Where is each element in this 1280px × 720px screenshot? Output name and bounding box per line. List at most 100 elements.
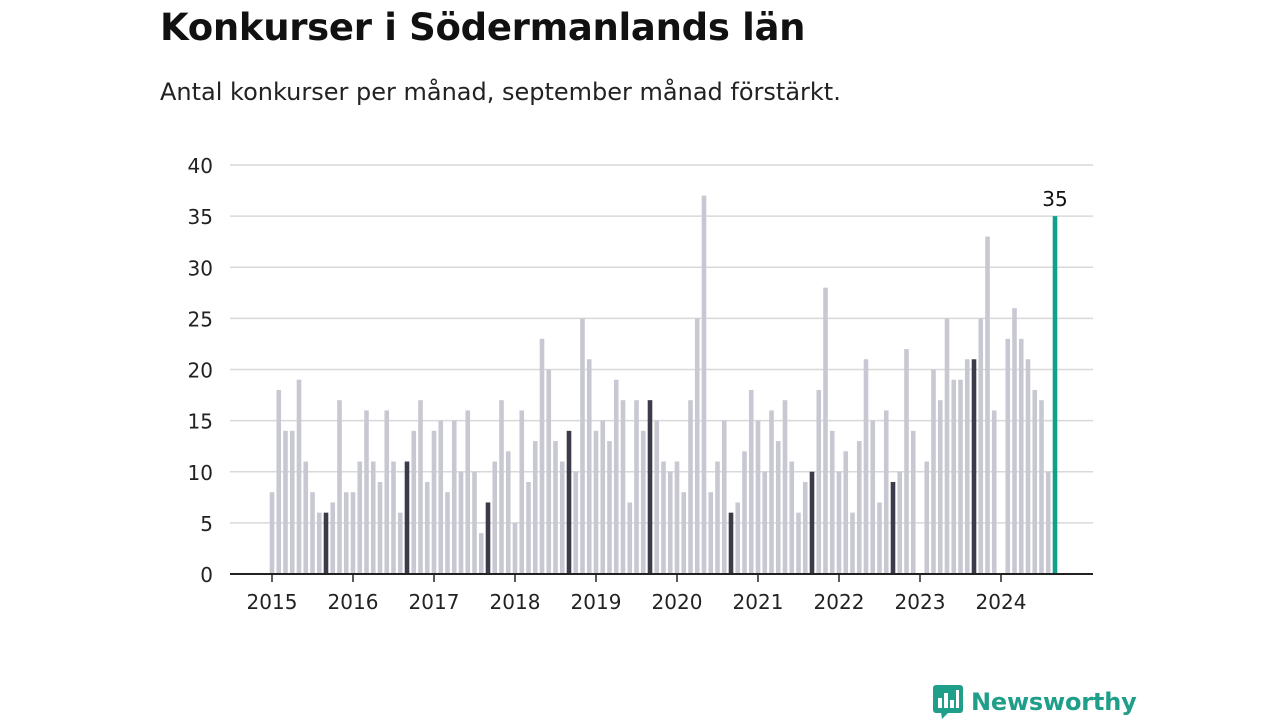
bar <box>883 410 889 574</box>
bar <box>1018 338 1024 574</box>
bar <box>688 400 693 574</box>
x-tick-label: 2020 <box>652 590 703 614</box>
bar <box>586 359 592 574</box>
bar <box>661 461 666 574</box>
bar <box>627 502 633 574</box>
bar <box>1045 471 1051 574</box>
bar <box>397 512 403 574</box>
y-tick-label: 10 <box>188 461 213 485</box>
bar <box>269 492 275 574</box>
y-tick-label: 40 <box>188 154 213 178</box>
bar <box>478 533 484 574</box>
bar <box>559 461 565 574</box>
bar-september <box>647 400 653 574</box>
bar <box>748 389 754 574</box>
x-tick-label: 2021 <box>733 590 784 614</box>
bar <box>694 318 700 575</box>
bar <box>276 389 282 574</box>
bar <box>546 369 552 574</box>
bar <box>735 502 741 574</box>
x-tick-label: 2023 <box>895 590 946 614</box>
bar-chart: 0 5 10 15 20 25 30 35 40 2015 2016 2017 2018 2019 202… <box>188 154 1093 614</box>
bar <box>681 492 687 574</box>
bar <box>472 471 477 574</box>
newsworthy-logo: Newsworthy <box>933 684 1137 720</box>
bar <box>573 471 579 574</box>
bar-september <box>971 359 977 574</box>
bar <box>789 461 795 574</box>
y-tick-label: 5 <box>200 512 213 536</box>
bar <box>674 461 680 574</box>
bars <box>269 195 1058 575</box>
bar-september <box>485 502 491 574</box>
x-tick-label: 2022 <box>814 590 865 614</box>
bar <box>580 318 585 575</box>
y-tick-label: 20 <box>188 359 213 383</box>
bar <box>519 410 525 574</box>
bar <box>701 195 707 575</box>
bar <box>985 236 990 574</box>
bar <box>337 400 342 574</box>
x-tick-label: 2018 <box>490 590 541 614</box>
bar <box>620 400 626 574</box>
bar <box>357 461 363 574</box>
x-tick-label: 2024 <box>976 590 1027 614</box>
bar-september <box>566 430 572 574</box>
bar <box>856 441 862 574</box>
bar <box>316 512 322 574</box>
bar <box>755 420 761 575</box>
x-tick-label: 2019 <box>571 590 622 614</box>
bar <box>330 502 336 574</box>
bar <box>870 420 876 575</box>
bar <box>458 471 464 574</box>
bar <box>708 492 714 574</box>
bar <box>364 410 369 574</box>
bar <box>667 471 673 574</box>
x-tick-label: 2017 <box>409 590 460 614</box>
bar <box>431 430 437 574</box>
bar <box>634 400 639 574</box>
bar <box>978 318 984 575</box>
bar <box>931 369 936 574</box>
bar <box>505 451 511 574</box>
bar <box>370 461 376 574</box>
bar <box>958 379 963 574</box>
bar <box>991 410 997 574</box>
bar <box>424 481 430 574</box>
bar <box>904 349 909 574</box>
bar <box>863 359 869 574</box>
bar <box>391 461 396 574</box>
bar <box>532 441 538 574</box>
bar <box>384 410 390 574</box>
bar <box>964 359 970 574</box>
bar <box>796 512 801 574</box>
bar <box>499 400 504 574</box>
bar <box>802 481 808 574</box>
bar-chart-speech-bubble-icon <box>933 685 963 719</box>
bar <box>411 430 417 574</box>
bar <box>937 400 943 574</box>
bar <box>310 492 315 574</box>
bar <box>600 420 606 575</box>
bar <box>654 420 660 575</box>
bar <box>721 420 727 575</box>
bar <box>418 400 423 574</box>
bar <box>613 379 619 574</box>
bar <box>816 389 822 574</box>
y-axis-ticks: 0 5 10 15 20 25 30 35 40 <box>188 154 213 587</box>
bar-september <box>404 461 410 574</box>
bar <box>850 512 855 574</box>
bar <box>289 430 295 574</box>
bar-september <box>890 481 896 574</box>
bar <box>715 461 720 574</box>
data-labels: 35 <box>1042 187 1067 211</box>
bar <box>492 461 498 574</box>
bar <box>823 287 828 574</box>
bar <box>526 481 531 574</box>
y-tick-label: 0 <box>200 563 213 587</box>
bar <box>1005 338 1011 574</box>
bar <box>742 451 747 574</box>
y-tick-label: 30 <box>188 256 213 280</box>
bar <box>465 410 471 574</box>
bar <box>343 492 349 574</box>
